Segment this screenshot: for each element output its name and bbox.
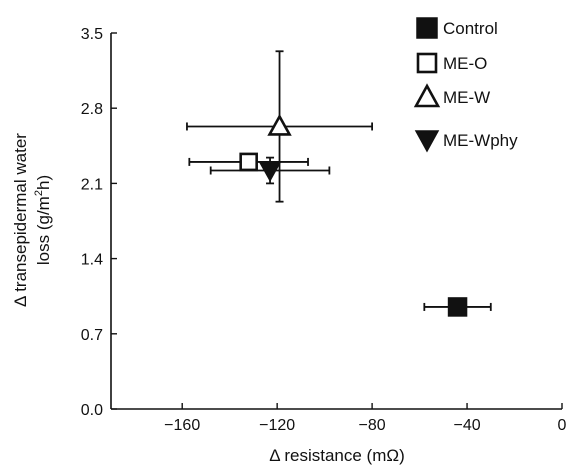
marker-filled-square [416, 17, 438, 39]
x-ticks: −160 −120 −80 −40 0 [164, 403, 567, 434]
y-axis-title-line1-text: Δ transepidermal water [11, 133, 30, 307]
y-tick-label: 1.4 [81, 252, 103, 269]
x-tick-label: 0 [558, 417, 567, 434]
axes [110, 33, 562, 410]
x-tick-label: −120 [259, 417, 295, 434]
y-tick-label: 3.5 [81, 26, 103, 43]
marker-open-square [416, 52, 438, 74]
x-axis-title: Δ resistance (mΩ) [269, 446, 405, 465]
y-tick-label: 2.1 [81, 176, 103, 193]
legend-label: ME-Wphy [443, 131, 518, 150]
x-tick-label: −80 [359, 417, 386, 434]
legend-item-me-o: ME-O [416, 52, 487, 74]
y-axis-title-line2-post: h) [34, 175, 53, 190]
x-tick-label: −160 [164, 417, 200, 434]
marker-filled-triangle-down [414, 130, 440, 153]
marker-open-triangle-up [413, 83, 441, 108]
data-point-me-o [188, 152, 309, 172]
data-point-me-w [186, 50, 374, 203]
data-point-me-wphy [209, 156, 331, 185]
marker-open-triangle-up [267, 113, 292, 136]
legend-item-me-wphy: ME-Wphy [414, 130, 518, 153]
data-point-control [423, 297, 492, 317]
y-tick-label: 0.0 [81, 402, 103, 419]
y-ticks: 0.0 0.7 1.4 2.1 2.8 3.5 [81, 26, 117, 419]
y-axis-title-line2-text: loss (g/m2h) [33, 175, 53, 265]
y-axis-title-group: Δ transepidermal water loss (g/m2h) [11, 133, 53, 307]
y-tick-label: 0.7 [81, 327, 103, 344]
x-tick-label: −40 [453, 417, 480, 434]
y-axis-title-line2-sup: 2 [33, 190, 45, 196]
legend-label: ME-W [443, 88, 490, 107]
marker-filled-triangle-down [258, 161, 282, 183]
marker-filled-square [447, 297, 468, 317]
legend-label: Control [443, 19, 498, 38]
y-axis-title-line2-pre: loss (g/m [34, 196, 53, 265]
legend-label: ME-O [443, 54, 487, 73]
legend-item-me-w: ME-W [413, 83, 490, 108]
legend-item-control: Control [416, 17, 498, 39]
legend: Control ME-O ME-W ME-Wphy [413, 17, 518, 153]
data-points [186, 50, 492, 317]
marker-open-square [239, 152, 258, 172]
y-tick-label: 2.8 [81, 101, 103, 118]
